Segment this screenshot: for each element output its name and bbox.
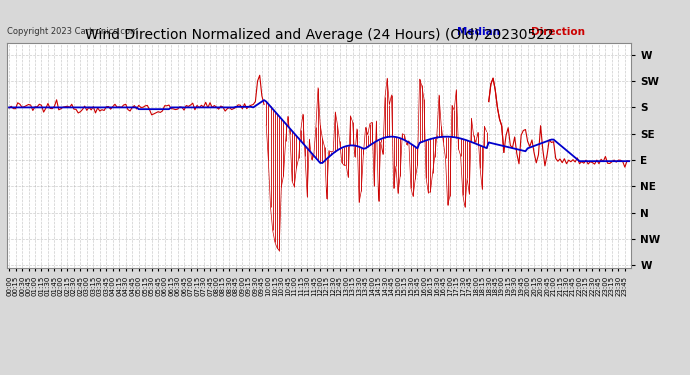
Text: Copyright 2023 Cartronics.com: Copyright 2023 Cartronics.com <box>7 27 138 36</box>
Text: Direction: Direction <box>531 27 585 38</box>
Text: Median: Median <box>457 27 500 38</box>
Title: Wind Direction Normalized and Average (24 Hours) (Old) 20230522: Wind Direction Normalized and Average (2… <box>85 28 553 42</box>
